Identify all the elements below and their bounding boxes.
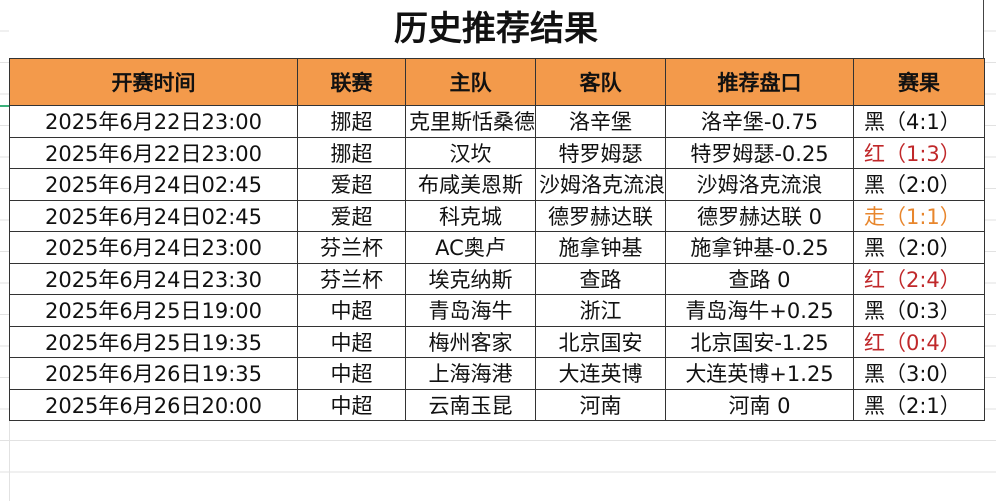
home-team-cell[interactable]: 云南玉昆 [405, 388, 536, 421]
home-team-cell[interactable]: 克里斯恬桑德 [405, 105, 536, 138]
result-cell[interactable]: 黑（0:3） [853, 294, 985, 327]
result-cell[interactable]: 黑（2:1） [853, 388, 985, 421]
results-table: 开赛时间 联赛 主队 客队 推荐盘口 赛果 2025年6月22日23:00 挪超克… [9, 58, 985, 421]
home-team-cell[interactable]: 科克城 [405, 199, 536, 232]
pick-cell[interactable]: 河南 0 [665, 388, 854, 421]
away-team-cell[interactable]: 德罗赫达联 [535, 199, 666, 232]
results-sheet: 历史推荐结果 开赛时间 联赛 主队 客队 推荐盘口 赛果 2025年6月22日2… [9, 0, 985, 421]
sheet-title[interactable]: 历史推荐结果 [9, 0, 984, 58]
away-team-cell[interactable]: 特罗姆瑟 [535, 136, 666, 169]
league-cell[interactable]: 中超 [297, 325, 406, 358]
pick-cell[interactable]: 沙姆洛克流浪 [665, 168, 854, 201]
league-cell[interactable]: 中超 [297, 357, 406, 390]
time-cell[interactable]: 2025年6月26日19:35 [9, 357, 298, 390]
pick-cell[interactable]: 施拿钟基-0.25 [665, 231, 854, 264]
home-team-cell[interactable]: 布咸美恩斯 [405, 168, 536, 201]
header-result[interactable]: 赛果 [853, 58, 985, 106]
away-team-cell[interactable]: 浙江 [535, 294, 666, 327]
away-team-cell[interactable]: 洛辛堡 [535, 105, 666, 138]
time-cell[interactable]: 2025年6月24日23:30 [9, 262, 298, 295]
league-cell[interactable]: 中超 [297, 294, 406, 327]
time-cell[interactable]: 2025年6月24日02:45 [9, 168, 298, 201]
result-cell[interactable]: 红（0:4） [853, 325, 985, 358]
table-row: 2025年6月24日23:00 芬兰杯 AC奥卢 施拿钟基 施拿钟基-0.25 黑（2:0… [9, 231, 985, 264]
result-cell[interactable]: 红（2:4） [853, 262, 985, 295]
away-team-cell[interactable]: 施拿钟基 [535, 231, 666, 264]
pick-cell[interactable]: 特罗姆瑟-0.25 [665, 136, 854, 169]
table-row: 2025年6月22日23:00 挪超 克里斯恬桑德 洛辛堡 洛辛堡-0.75 黑（4:1） [9, 105, 985, 138]
home-team-cell[interactable]: 上海海港 [405, 357, 536, 390]
header-home[interactable]: 主队 [405, 58, 536, 106]
selected-row-indicator [0, 105, 9, 107]
home-team-cell[interactable]: 埃克纳斯 [405, 262, 536, 295]
time-cell[interactable]: 2025年6月25日19:35 [9, 325, 298, 358]
result-cell[interactable]: 黑（3:0） [853, 357, 985, 390]
result-cell[interactable]: 黑（4:1） [853, 105, 985, 138]
table-row: 2025年6月24日02:45 爱超 科克城 德罗赫达联 德罗赫达联 0 走（1:1） [9, 199, 985, 232]
time-cell[interactable]: 2025年6月25日19:00 [9, 294, 298, 327]
pick-cell[interactable]: 德罗赫达联 0 [665, 199, 854, 232]
home-team-cell[interactable]: 梅州客家 [405, 325, 536, 358]
pick-cell[interactable]: 北京国安-1.25 [665, 325, 854, 358]
table-row: 2025年6月24日02:45 爱超 布咸美恩斯 沙姆洛克流浪 沙姆洛克流浪 黑（2:0） [9, 168, 985, 201]
header-row: 开赛时间 联赛 主队 客队 推荐盘口 赛果 [9, 58, 985, 106]
table-row: 2025年6月22日23:00 挪超 汉坎 特罗姆瑟 特罗姆瑟-0.25 红（1:3） [9, 136, 985, 169]
table-row: 2025年6月26日19:35 中超 上海海港 大连英博 大连英博+1.25 黑（3:0） [9, 357, 985, 390]
time-cell[interactable]: 2025年6月26日20:00 [9, 388, 298, 421]
time-cell[interactable]: 2025年6月22日23:00 [9, 136, 298, 169]
header-away[interactable]: 客队 [535, 58, 666, 106]
table-row: 2025年6月26日20:00 中超 云南玉昆 河南 河南 0 黑（2:1） [9, 388, 985, 421]
table-row: 2025年6月25日19:35 中超 梅州客家 北京国安 北京国安-1.25 红（0:4） [9, 325, 985, 358]
pick-cell[interactable]: 大连英博+1.25 [665, 357, 854, 390]
away-team-cell[interactable]: 北京国安 [535, 325, 666, 358]
away-team-cell[interactable]: 大连英博 [535, 357, 666, 390]
league-cell[interactable]: 挪超 [297, 105, 406, 138]
league-cell[interactable]: 中超 [297, 388, 406, 421]
home-team-cell[interactable]: 青岛海牛 [405, 294, 536, 327]
table-row: 2025年6月25日19:00 中超 青岛海牛 浙江 青岛海牛+0.25 黑（0:3） [9, 294, 985, 327]
away-team-cell[interactable]: 河南 [535, 388, 666, 421]
time-cell[interactable]: 2025年6月24日23:00 [9, 231, 298, 264]
home-team-cell[interactable]: 汉坎 [405, 136, 536, 169]
league-cell[interactable]: 芬兰杯 [297, 231, 406, 264]
pick-cell[interactable]: 青岛海牛+0.25 [665, 294, 854, 327]
result-cell[interactable]: 走（1:1） [853, 199, 985, 232]
result-cell[interactable]: 黑（2:0） [853, 231, 985, 264]
away-team-cell[interactable]: 查路 [535, 262, 666, 295]
header-pick[interactable]: 推荐盘口 [665, 58, 854, 106]
time-cell[interactable]: 2025年6月24日02:45 [9, 199, 298, 232]
league-cell[interactable]: 芬兰杯 [297, 262, 406, 295]
header-time[interactable]: 开赛时间 [9, 58, 298, 106]
table-row: 2025年6月24日23:30 芬兰杯 埃克纳斯 查路 查路 0 红（2:4） [9, 262, 985, 295]
header-league[interactable]: 联赛 [297, 58, 406, 106]
league-cell[interactable]: 挪超 [297, 136, 406, 169]
time-cell[interactable]: 2025年6月22日23:00 [9, 105, 298, 138]
away-team-cell[interactable]: 沙姆洛克流浪 [535, 168, 666, 201]
league-cell[interactable]: 爱超 [297, 199, 406, 232]
pick-cell[interactable]: 洛辛堡-0.75 [665, 105, 854, 138]
league-cell[interactable]: 爱超 [297, 168, 406, 201]
result-cell[interactable]: 黑（2:0） [853, 168, 985, 201]
home-team-cell[interactable]: AC奥卢 [405, 231, 536, 264]
result-cell[interactable]: 红（1:3） [853, 136, 985, 169]
pick-cell[interactable]: 查路 0 [665, 262, 854, 295]
